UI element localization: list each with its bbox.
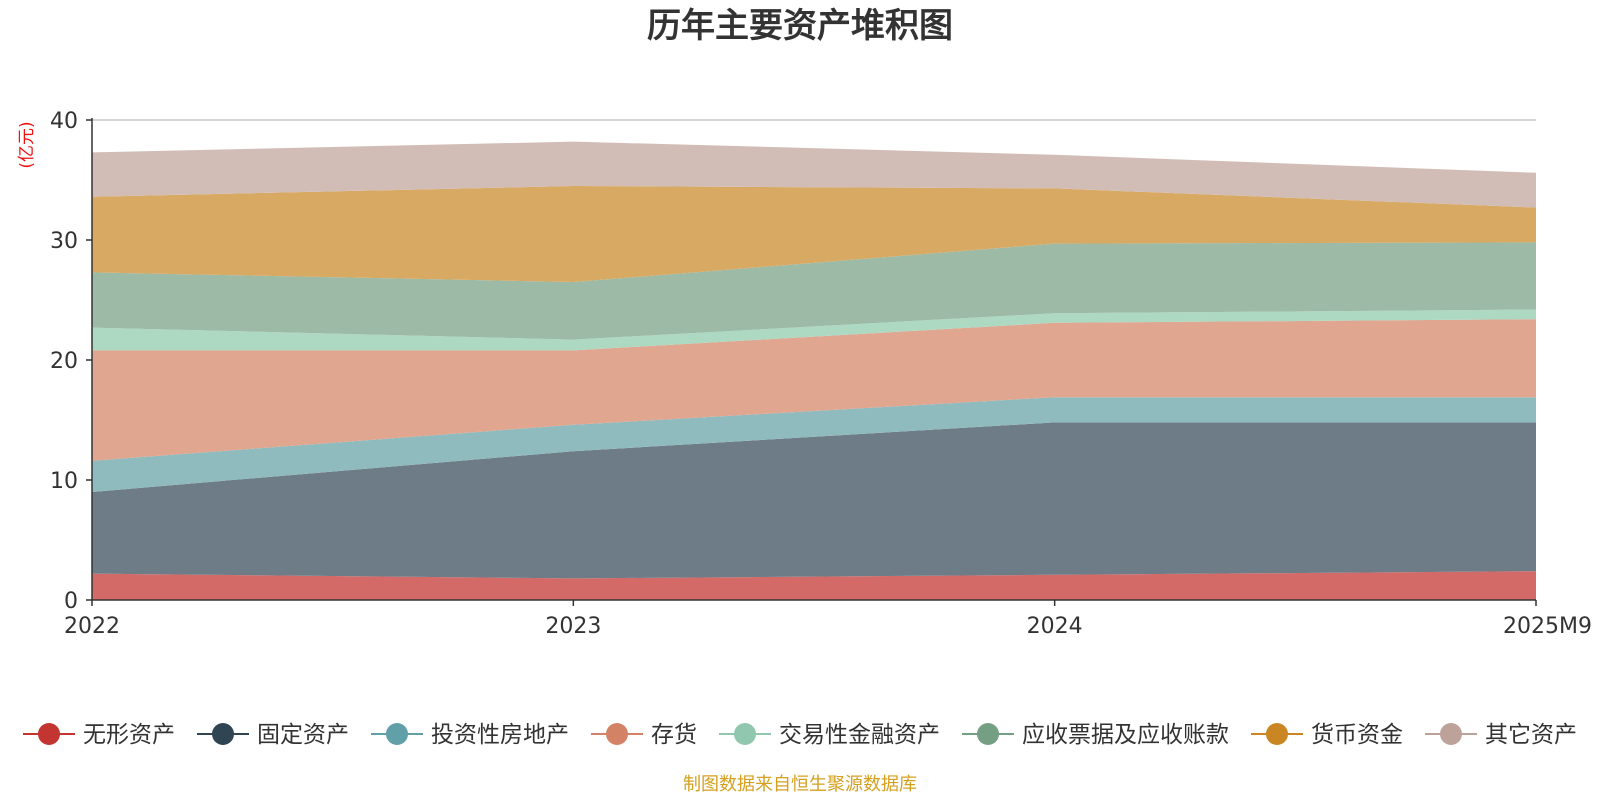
legend-item-3[interactable]: 投资性房地产	[371, 722, 569, 748]
area-series-2[interactable]	[92, 422, 1536, 579]
legend-item-6[interactable]: 应收票据及应收账款	[962, 722, 1229, 748]
legend-circle-marker	[1440, 723, 1462, 745]
legend-label: 无形资产	[83, 722, 175, 748]
legend-circle-marker	[606, 723, 628, 745]
data-source-note: 制图数据来自恒生聚源数据库	[683, 774, 917, 795]
x-tick-label-2023: 2023	[545, 614, 601, 639]
x-tick-label-2025M9: 2025M9	[1503, 614, 1592, 639]
legend-label: 交易性金融资产	[779, 722, 940, 748]
y-tick-label-0: 0	[64, 589, 78, 614]
legend-item-5[interactable]: 交易性金融资产	[719, 722, 940, 748]
area-series-8[interactable]	[92, 141, 1536, 208]
chart-title: 历年主要资产堆积图	[647, 6, 953, 46]
legend-circle-marker	[386, 723, 408, 745]
legend-circle-marker	[734, 723, 756, 745]
legend-label: 货币资金	[1311, 722, 1403, 748]
axes: 0 10 20 30 40 2022 2023 2024 2025M9	[50, 109, 1592, 639]
legend-circle-marker	[977, 723, 999, 745]
x-tick-label-2024: 2024	[1027, 614, 1083, 639]
area-series-6[interactable]	[92, 242, 1536, 340]
legend-item-2[interactable]: 固定资产	[197, 722, 349, 748]
legend-label: 其它资产	[1485, 722, 1577, 748]
legend-item-8[interactable]: 其它资产	[1425, 722, 1577, 748]
area-series-4[interactable]	[92, 319, 1536, 461]
legend-circle-marker	[38, 723, 60, 745]
x-tick-label-2022: 2022	[64, 614, 120, 639]
y-tick-label-40: 40	[50, 109, 78, 134]
legend-circle-marker	[212, 723, 234, 745]
legend-label: 投资性房地产	[431, 722, 569, 748]
y-tick-label-20: 20	[50, 349, 78, 374]
legend-item-1[interactable]: 无形资产	[23, 722, 175, 748]
legend-circle-marker	[1266, 723, 1288, 745]
legend-label: 应收票据及应收账款	[1022, 722, 1229, 748]
area-series-3[interactable]	[92, 397, 1536, 492]
legend-label: 存货	[651, 722, 697, 748]
area-series-5[interactable]	[92, 309, 1536, 351]
y-axis-unit-label: (亿元)	[17, 121, 37, 168]
legend-item-7[interactable]: 货币资金	[1251, 722, 1403, 748]
legend-item-4[interactable]: 存货	[591, 722, 697, 748]
legend-label: 固定资产	[257, 722, 349, 748]
area-series-7[interactable]	[92, 186, 1536, 282]
legend: 无形资产 固定资产 投资性房地产 存货 交易性金融资产 应收票据及应收账款 货币资金 其它资产	[23, 722, 1577, 748]
y-tick-label-30: 30	[50, 229, 78, 254]
area-series-1[interactable]	[92, 571, 1536, 600]
y-tick-label-10: 10	[50, 469, 78, 494]
area-series-group	[92, 141, 1536, 600]
